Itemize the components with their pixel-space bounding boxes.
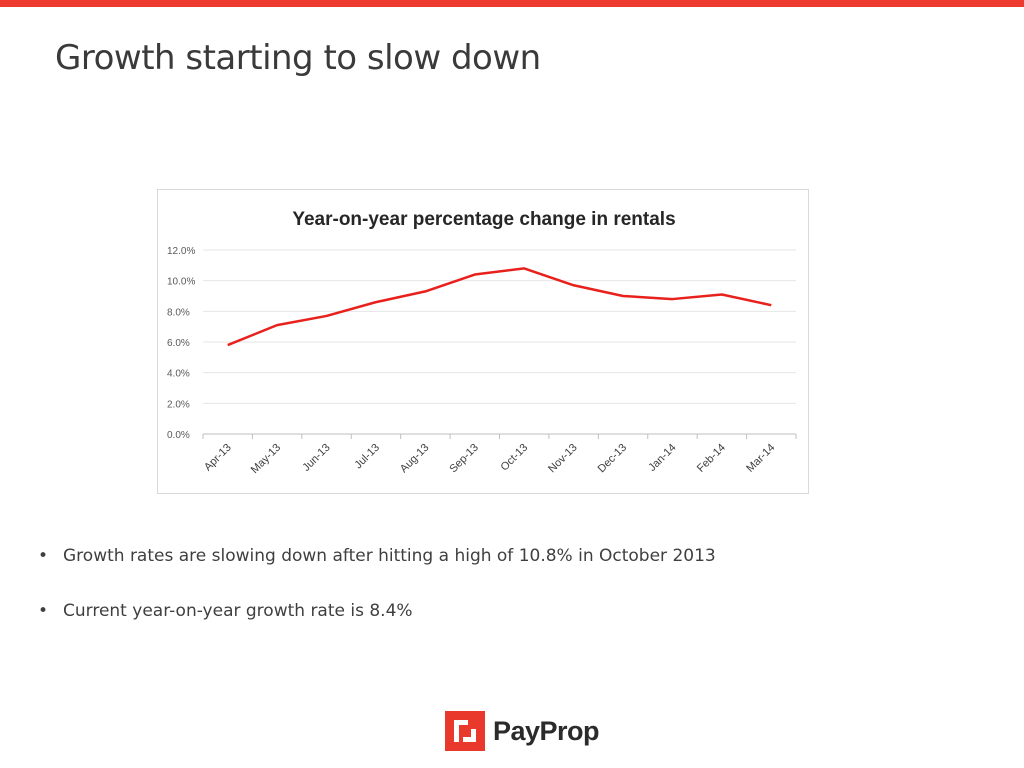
bullet-text: Current year-on-year growth rate is 8.4% xyxy=(63,601,413,621)
y-tick-label: 0.0% xyxy=(167,430,190,441)
y-tick-label: 10.0% xyxy=(167,277,195,288)
x-tick-label: Sep-13 xyxy=(447,442,481,476)
y-tick-label: 6.0% xyxy=(167,338,190,349)
payprop-logo-icon xyxy=(445,711,485,751)
x-tick-label: Oct-13 xyxy=(498,442,530,474)
x-tick-label: Mar-14 xyxy=(744,442,777,475)
y-tick-label: 12.0% xyxy=(167,246,195,257)
x-tick-label: Jan-14 xyxy=(646,442,678,474)
line-chart: Year-on-year percentage change in rental… xyxy=(167,209,797,476)
y-tick-label: 8.0% xyxy=(167,307,190,318)
chart-title: Year-on-year percentage change in rental… xyxy=(292,209,675,230)
x-tick-label: May-13 xyxy=(249,442,283,476)
top-accent-bar xyxy=(0,0,1024,7)
series-line xyxy=(227,267,772,347)
x-tick-label: Dec-13 xyxy=(596,442,630,476)
bullet-text: Growth rates are slowing down after hitt… xyxy=(63,546,716,566)
bullet-item: • Growth rates are slowing down after hi… xyxy=(38,543,716,573)
bullet-symbol: • xyxy=(38,546,49,566)
x-tick-label: Jul-13 xyxy=(352,442,382,472)
x-tick-label: Feb-14 xyxy=(695,442,728,475)
bullet-symbol: • xyxy=(38,601,49,621)
x-tick-label: Jun-13 xyxy=(300,442,332,474)
bullet-item: • Current year-on-year growth rate is 8.… xyxy=(38,598,716,628)
x-tick-label: Apr-13 xyxy=(202,442,234,474)
logo-text: PayProp xyxy=(493,715,600,746)
bullet-list: • Growth rates are slowing down after hi… xyxy=(38,543,716,653)
x-tick-label: Aug-13 xyxy=(398,442,432,476)
y-tick-label: 4.0% xyxy=(167,369,190,380)
x-tick-label: Nov-13 xyxy=(546,442,580,476)
payprop-logo: PayProp xyxy=(445,710,600,752)
slide-title: Growth starting to slow down xyxy=(55,38,541,78)
chart-container: Year-on-year percentage change in rental… xyxy=(157,189,809,494)
y-tick-label: 2.0% xyxy=(167,399,190,410)
